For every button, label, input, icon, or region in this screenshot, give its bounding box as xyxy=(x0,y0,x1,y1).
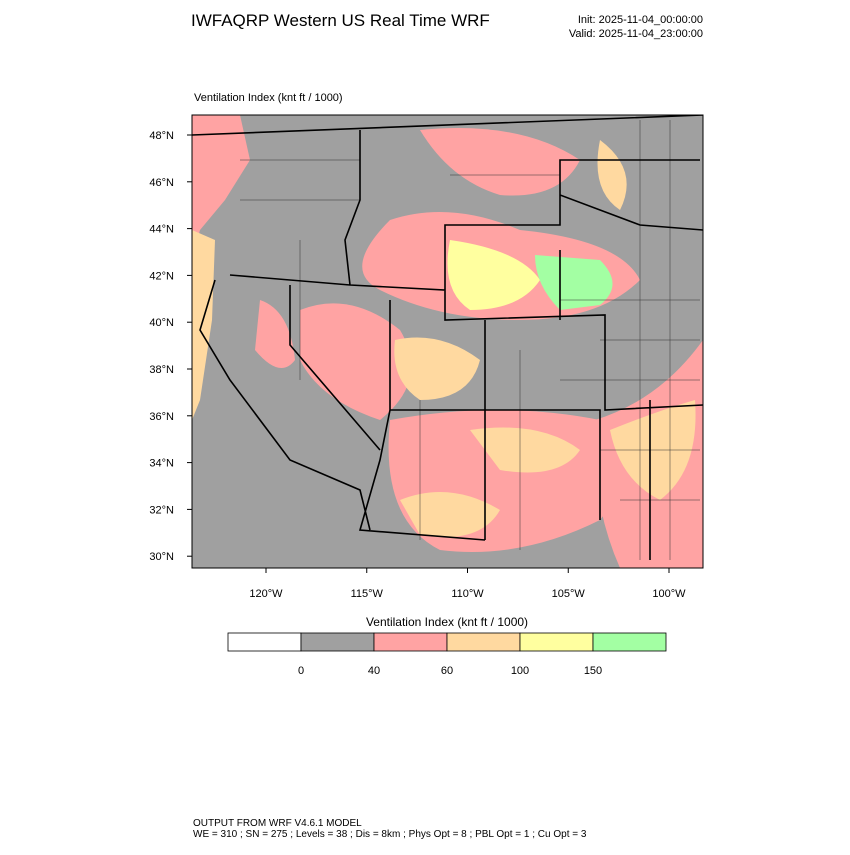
latitude-label: 36°N xyxy=(149,411,174,423)
latitude-label: 32°N xyxy=(149,504,174,516)
colorbar-swatch xyxy=(519,632,594,652)
longitude-label: 115°W xyxy=(351,588,384,600)
map-label: Ventilation Index (knt ft / 1000) xyxy=(194,92,343,104)
colorbar-label: 100 xyxy=(511,665,529,677)
map xyxy=(191,114,704,569)
colorbar: 0 40 60 100 150 xyxy=(227,632,667,677)
longitude-label: 110°W xyxy=(451,588,484,600)
latitude-label: 42°N xyxy=(149,270,174,282)
longitude-label: 120°W xyxy=(249,588,283,600)
colorbar-swatch xyxy=(592,632,667,652)
latitude-label: 46°N xyxy=(149,177,174,189)
longitude-labels: 120°W 115°W 110°W 105°W 100°W xyxy=(249,568,686,600)
colorbar-title: Ventilation Index (knt ft / 1000) xyxy=(366,615,528,629)
footer-line: WE = 310 ; SN = 275 ; Levels = 38 ; Dis … xyxy=(193,829,587,840)
longitude-label: 100°W xyxy=(652,588,686,600)
init-time: Init: 2025-11-04_00:00:00 xyxy=(578,14,703,26)
latitude-label: 40°N xyxy=(149,317,174,329)
latitude-label: 48°N xyxy=(149,130,174,142)
colorbar-label: 150 xyxy=(584,665,602,677)
colorbar-label: 40 xyxy=(368,665,380,677)
title: IWFAQRP Western US Real Time WRF xyxy=(191,11,490,30)
colorbar-label: 0 xyxy=(298,665,304,677)
latitude-labels: 48°N 46°N 44°N 42°N 40°N 38°N 36°N 34°N 32°N 30°N xyxy=(149,130,192,563)
colorbar-swatch xyxy=(300,632,375,652)
longitude-label: 105°W xyxy=(552,588,586,600)
valid-time: Valid: 2025-11-04_23:00:00 xyxy=(569,28,703,40)
latitude-label: 44°N xyxy=(149,224,174,236)
colorbar-swatch xyxy=(227,632,302,652)
footer-line: OUTPUT FROM WRF V4.6.1 MODEL xyxy=(193,818,362,829)
colorbar-swatch xyxy=(446,632,521,652)
latitude-label: 38°N xyxy=(149,364,174,376)
colorbar-swatch xyxy=(373,632,448,652)
latitude-label: 30°N xyxy=(149,551,174,563)
latitude-label: 34°N xyxy=(149,458,174,470)
colorbar-label: 60 xyxy=(441,665,453,677)
